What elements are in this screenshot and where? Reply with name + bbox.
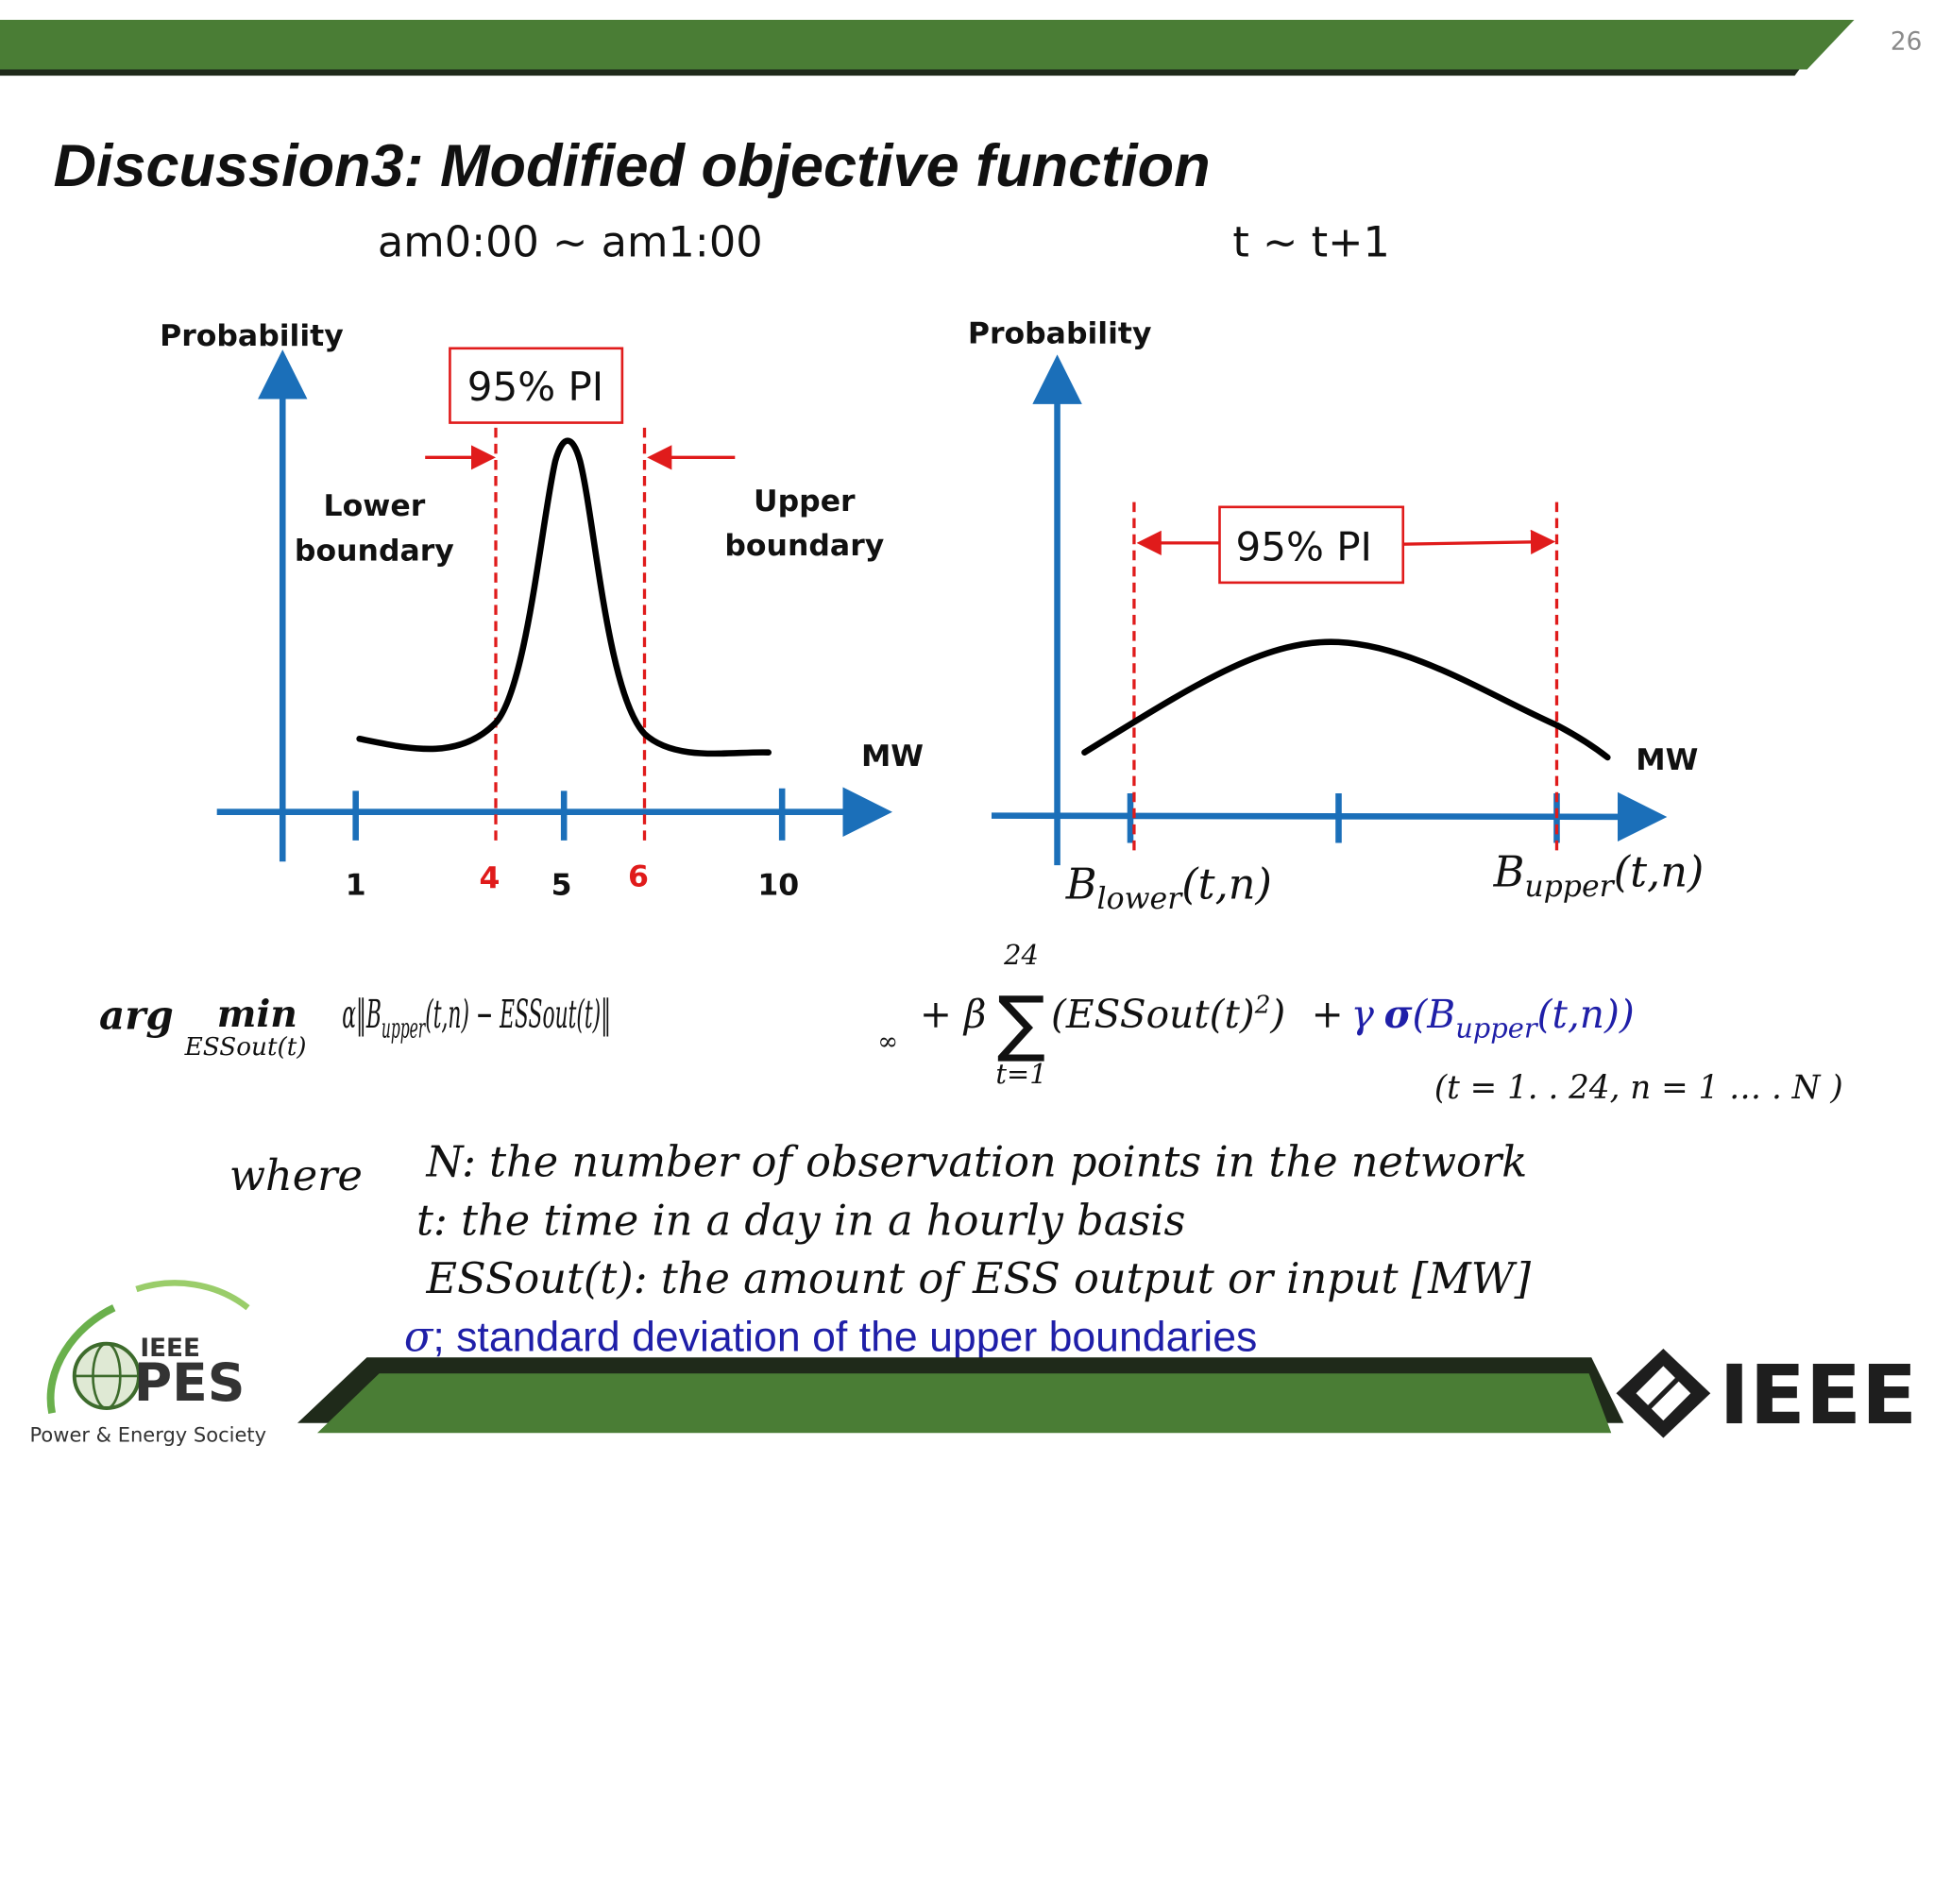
right-lower-tick-label: Blower(t,n) bbox=[1065, 860, 1272, 917]
lower-boundary-label-line1: Lower bbox=[324, 489, 426, 523]
formula-plus: + bbox=[1312, 992, 1344, 1037]
formula-sum-symbol: ∑ bbox=[997, 980, 1045, 1064]
slide: 26 Discussion3: Modified objective funct… bbox=[0, 20, 1922, 1446]
definitions-where: where bbox=[229, 1151, 363, 1200]
left-caption: am0:00 ~ am1:00 bbox=[378, 218, 763, 267]
definition-n: N: the number of observation points in t… bbox=[426, 1138, 1528, 1187]
globe-icon-meridian bbox=[92, 1342, 122, 1410]
formula-sum-top: 24 bbox=[1003, 939, 1039, 971]
right-probability-curve bbox=[1081, 638, 1611, 761]
page-number: 26 bbox=[1891, 28, 1922, 57]
left-probability-curve bbox=[356, 437, 772, 757]
right-y-axis-label: Probability bbox=[968, 317, 1152, 351]
right-upper-tick-label: Bupper(t,n) bbox=[1493, 847, 1705, 904]
left-x-axis-label: MW bbox=[861, 740, 924, 774]
right-pi-box bbox=[1218, 505, 1405, 585]
definition-essout: ESSout(t): the amount of ESS output or i… bbox=[426, 1254, 1532, 1303]
pes-logo-swoosh-top bbox=[135, 1280, 250, 1311]
left-tick-label-1: 1 bbox=[346, 869, 366, 903]
top-band bbox=[0, 20, 1855, 76]
formula-term1: α‖Bupper(t,n) − ESSout(t)‖ bbox=[342, 992, 611, 1045]
right-pi-label: 95% PI bbox=[1236, 523, 1372, 570]
bottom-band bbox=[297, 1357, 1624, 1434]
upper-boundary-label-line2: boundary bbox=[724, 529, 884, 563]
formula-arg: arg bbox=[99, 992, 174, 1038]
formula-min-sub: ESSout(t) bbox=[184, 1033, 307, 1062]
left-tick-label-4: 4 bbox=[479, 861, 500, 895]
formula-norm-sub: ∞ bbox=[877, 1028, 898, 1057]
upper-boundary-label-line1: Upper bbox=[754, 484, 856, 518]
formula-sum-bottom: t=1 bbox=[995, 1058, 1046, 1090]
formula-range: (t = 1. . 24, n = 1 … . N ) bbox=[1434, 1069, 1843, 1107]
left-diagram: Probability MW 1 4 5 6 10 95% PI Lower b… bbox=[160, 319, 924, 902]
left-tick-label-6: 6 bbox=[628, 859, 649, 893]
pes-logo-caption: Power & Energy Society bbox=[30, 1423, 267, 1446]
definition-sigma: σ; standard deviation of the upper bound… bbox=[404, 1313, 1257, 1362]
definition-t: t: the time in a day in a hourly basis bbox=[416, 1196, 1185, 1245]
slide-canvas: 26 Discussion3: Modified objective funct… bbox=[0, 20, 1922, 1446]
objective-function: arg min ESSout(t) α‖Bupper(t,n) − ESSout… bbox=[99, 939, 1843, 1107]
formula-sigma-term: γ σ(Bupper(t,n)) bbox=[1351, 992, 1635, 1045]
left-y-axis-label: Probability bbox=[160, 319, 344, 353]
pes-logo-ieee: IEEE bbox=[140, 1334, 200, 1363]
ieee-pes-logo: IEEE PES Power & Energy Society bbox=[30, 1280, 267, 1446]
left-pi-box bbox=[449, 347, 624, 424]
left-tick-label-5: 5 bbox=[551, 869, 572, 903]
pes-logo-pes: PES bbox=[134, 1352, 246, 1413]
right-x-axis bbox=[991, 791, 1668, 842]
left-pi-label: 95% PI bbox=[467, 364, 603, 410]
slide-title: Discussion3: Modified objective function bbox=[53, 133, 1210, 199]
right-upper-arrow bbox=[1402, 529, 1556, 555]
formula-plus-beta: + β bbox=[920, 992, 987, 1037]
right-caption: t ~ t+1 bbox=[1232, 218, 1389, 267]
bottom-band-green bbox=[317, 1373, 1612, 1434]
lower-boundary-label-line2: boundary bbox=[295, 534, 454, 568]
top-band-green bbox=[0, 20, 1855, 70]
formula-term2: (ESSout(t)2) bbox=[1051, 991, 1285, 1037]
left-tick-label-10: 10 bbox=[757, 869, 799, 903]
ieee-logo: IEEE bbox=[1616, 1349, 1917, 1443]
right-x-axis-label: MW bbox=[1636, 743, 1698, 777]
formula-min: min bbox=[217, 993, 297, 1036]
pes-logo-swoosh bbox=[46, 1304, 116, 1415]
ieee-logo-text: IEEE bbox=[1719, 1349, 1917, 1443]
definitions: where N: the number of observation point… bbox=[229, 1138, 1532, 1362]
ieee-diamond-arrow bbox=[1646, 1376, 1680, 1410]
right-diagram: Probability MW 95% PI Blower(t,n) Bupper… bbox=[968, 317, 1704, 917]
